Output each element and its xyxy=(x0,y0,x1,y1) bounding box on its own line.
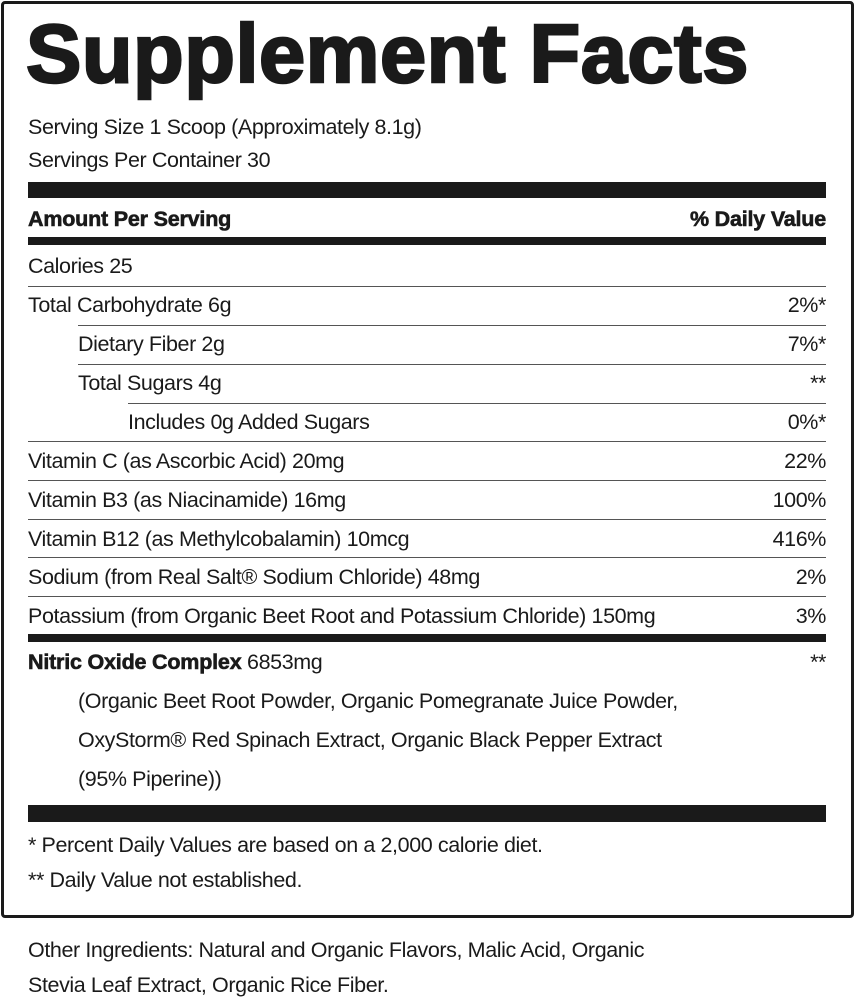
row-divider xyxy=(78,364,826,365)
row-divider xyxy=(78,325,826,326)
nutrient-dv: 416% xyxy=(772,527,827,551)
panel-title: Supplement Facts xyxy=(25,6,750,102)
medium-divider xyxy=(28,634,826,642)
other-ingredients: Other Ingredients: Natural and Organic F… xyxy=(28,938,645,962)
nutrient-label: Vitamin C (as Ascorbic Acid) 20mg xyxy=(28,449,345,473)
other-ingredients: Stevia Leaf Extract, Organic Rice Fiber. xyxy=(28,973,389,997)
blend-row: Nitric Oxide Complex 6853mg xyxy=(28,649,323,675)
row-divider xyxy=(28,519,826,520)
nutrient-dv: 100% xyxy=(772,488,827,512)
nutrient-dv: 0%* xyxy=(787,410,827,434)
nutrient-label: Total Carbohydrate 6g xyxy=(28,293,232,317)
nutrient-label: Total Sugars 4g xyxy=(78,371,222,395)
medium-divider xyxy=(28,237,826,245)
row-divider xyxy=(28,557,826,558)
nutrient-label: Includes 0g Added Sugars xyxy=(128,410,370,434)
footnote: * Percent Daily Values are based on a 2,… xyxy=(28,833,543,857)
row-divider xyxy=(128,403,826,404)
nutrient-label: Vitamin B12 (as Methylcobalamin) 10mcg xyxy=(28,527,410,551)
row-divider xyxy=(28,286,826,287)
amount-per-serving-header: Amount Per Serving xyxy=(28,207,232,232)
nutrient-label: Dietary Fiber 2g xyxy=(78,332,225,356)
nutrient-dv: 3% xyxy=(795,604,827,628)
nutrient-dv: ** xyxy=(810,371,826,395)
row-divider xyxy=(28,441,826,442)
row-divider xyxy=(28,480,826,481)
nutrient-dv: 7%* xyxy=(787,332,827,356)
thick-divider xyxy=(28,805,826,822)
row-divider xyxy=(28,596,826,597)
blend-dv: ** xyxy=(810,650,826,674)
supplement-facts-panel xyxy=(1,1,854,918)
nutrient-label: Potassium (from Organic Beet Root and Po… xyxy=(28,604,656,628)
nutrient-label: Sodium (from Real Salt® Sodium Chloride)… xyxy=(28,565,480,589)
nutrient-dv: 22% xyxy=(784,449,826,473)
calories: Calories 25 xyxy=(28,254,133,278)
footnote: ** Daily Value not established. xyxy=(28,868,303,892)
blend-ingredients-line: OxyStorm® Red Spinach Extract, Organic B… xyxy=(78,728,662,752)
blend-ingredients-line: (Organic Beet Root Powder, Organic Pomeg… xyxy=(78,689,678,713)
daily-value-header: % Daily Value xyxy=(689,207,827,232)
blend-amount: 6853mg xyxy=(247,650,323,674)
blend-ingredients-line: (95% Piperine)) xyxy=(78,767,222,791)
blend-name: Nitric Oxide Complex xyxy=(28,650,242,675)
nutrient-label: Vitamin B3 (as Niacinamide) 16mg xyxy=(28,488,346,512)
nutrient-dv: 2%* xyxy=(787,293,827,317)
nutrient-dv: 2% xyxy=(795,565,827,589)
thick-divider xyxy=(28,182,826,198)
serving-size: Serving Size 1 Scoop (Approximately 8.1g… xyxy=(28,115,422,139)
servings-per-container: Servings Per Container 30 xyxy=(28,148,271,172)
